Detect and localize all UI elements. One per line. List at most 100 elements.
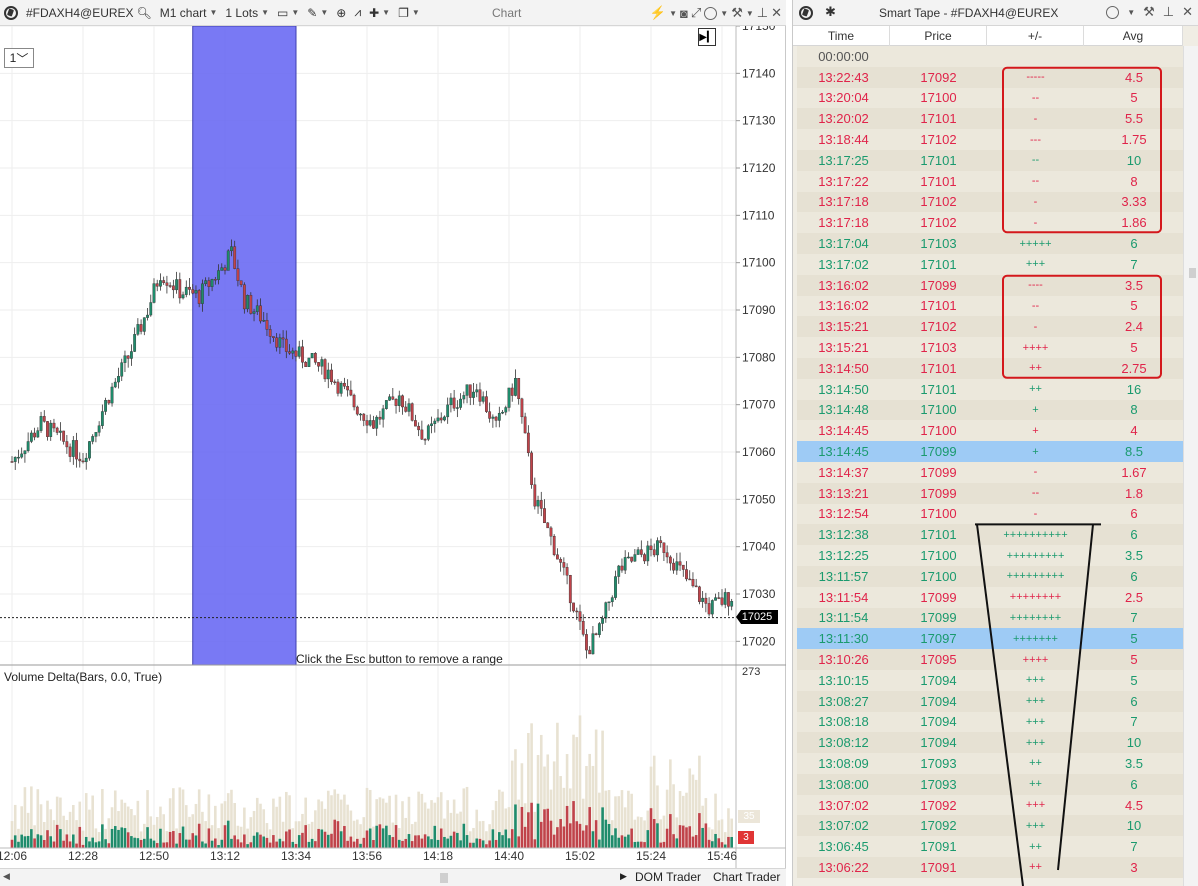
table-row[interactable]: 13:18:44 17102 --- 1.75 bbox=[797, 129, 1184, 150]
table-row[interactable]: 00:00:00 bbox=[797, 46, 1184, 67]
layout-icon[interactable]: ❐ ▼ bbox=[398, 5, 420, 20]
table-row[interactable]: 13:11:54 17099 ++++++++ 7 bbox=[797, 607, 1184, 629]
tools-icon[interactable]: ⚒ bbox=[731, 5, 743, 20]
indicator-icon[interactable]: ⩘ bbox=[354, 5, 362, 19]
lots-selector[interactable]: 1 Lots ▼ bbox=[221, 0, 273, 26]
table-row[interactable]: 13:14:50 17101 ++ 16 bbox=[797, 378, 1184, 400]
candle-body bbox=[585, 634, 588, 651]
time-cell: 13:14:48 bbox=[818, 402, 869, 418]
table-row[interactable]: 13:08:12 17094 +++ 10 bbox=[797, 732, 1184, 754]
candle-body bbox=[204, 280, 208, 285]
table-row[interactable]: 13:17:18 17102 - 3.33 bbox=[797, 191, 1184, 213]
horizontal-scrollbar-thumb[interactable] bbox=[440, 873, 448, 883]
timeframe-selector[interactable]: M1 chart ▼ bbox=[156, 0, 222, 26]
logo-icon[interactable] bbox=[0, 0, 22, 26]
table-row[interactable]: 13:17:25 17101 -- 10 bbox=[797, 149, 1184, 171]
table-row[interactable]: 13:10:15 17094 +++ 5 bbox=[797, 669, 1184, 691]
plus-minus-cell: ----- bbox=[1026, 71, 1045, 84]
delta-bar bbox=[194, 835, 198, 848]
table-row[interactable]: 13:14:48 17100 +8 bbox=[797, 399, 1184, 421]
camera-icon[interactable]: ◙ bbox=[680, 5, 688, 21]
candlestick-chart[interactable]: 17150 17140 17130 17120 17110 17100 17090 17080… bbox=[0, 19, 786, 870]
table-row[interactable]: 13:17:22 17101 -- 8 bbox=[797, 170, 1184, 192]
column-header-price[interactable]: Price bbox=[890, 26, 987, 46]
column-header-time[interactable]: Time bbox=[793, 26, 890, 46]
table-row[interactable]: 13:16:02 17099 ---- 3.5 bbox=[797, 274, 1184, 296]
zoom-icon[interactable]: ⊕ bbox=[336, 5, 347, 20]
chart-plot-area[interactable]: 17150 17140 17130 17120 17110 17100 17090 17080… bbox=[0, 19, 786, 870]
tools-icon[interactable]: ⚒ bbox=[1143, 4, 1155, 19]
column-header-plus-minus[interactable]: +/- bbox=[987, 26, 1084, 46]
table-row[interactable]: 13:15:21 17103 ++++ 5 bbox=[797, 337, 1184, 358]
candle-body bbox=[288, 351, 291, 354]
scroll-left-icon[interactable]: ◀ bbox=[3, 871, 10, 881]
table-row[interactable]: 13:13:21 17099 -- 1.8 bbox=[797, 482, 1184, 504]
table-row[interactable]: 13:14:37 17099 - 1.67 bbox=[797, 461, 1184, 483]
table-row[interactable]: 13:20:04 17100 -- 5 bbox=[797, 87, 1184, 109]
table-row[interactable]: 13:17:02 17101 +++ 7 bbox=[797, 253, 1184, 275]
settings-icon[interactable]: ✱ bbox=[825, 4, 836, 19]
table-row[interactable]: 13:08:18 17094 +++ 7 bbox=[797, 711, 1184, 733]
dropdown-caret-icon[interactable]: ▼ bbox=[745, 8, 754, 18]
table-row[interactable]: 13:06:22 17091 ++ 3 bbox=[797, 857, 1184, 878]
plus-minus-cell: +++ bbox=[1025, 695, 1046, 708]
table-row[interactable]: 13:12:25 17100 +++++++++ 3.5 bbox=[797, 545, 1184, 566]
tape-rows[interactable]: 00:00:00 13:22:43 17092 ----- 4.5 13:20:04 17… bbox=[797, 46, 1184, 886]
close-icon[interactable]: ✕ bbox=[1182, 4, 1193, 19]
table-row[interactable]: 13:11:54 17099 ++++++++ 2.5 bbox=[797, 586, 1184, 608]
table-row[interactable]: 13:06:45 17091 ++ 7 bbox=[797, 836, 1184, 858]
volume-bar bbox=[101, 789, 104, 848]
candle-body bbox=[662, 542, 666, 553]
circle-icon[interactable] bbox=[1106, 5, 1120, 19]
magnet-icon[interactable]: ⚡ bbox=[649, 5, 667, 20]
dropdown-caret-icon[interactable]: ▼ bbox=[669, 8, 677, 18]
play-icon[interactable]: ▶▎ bbox=[698, 28, 716, 46]
table-row[interactable]: 13:10:26 17095 ++++ 5 bbox=[797, 649, 1184, 670]
close-icon[interactable]: ✕ bbox=[771, 5, 782, 20]
table-row[interactable]: 13:08:09 17093 ++ 3.5 bbox=[797, 753, 1184, 774]
table-row[interactable]: 13:22:43 17092 ----- 4.5 bbox=[797, 66, 1184, 88]
avg-cell: 7 bbox=[1130, 839, 1138, 855]
expand-arrow-icon[interactable]: ▶ bbox=[620, 871, 627, 881]
tape-scrollbar-thumb[interactable] bbox=[1189, 268, 1196, 278]
candle-body bbox=[313, 353, 317, 363]
table-row[interactable]: 13:16:02 17101 -- 5 bbox=[797, 295, 1184, 317]
dropdown-caret-icon[interactable]: ▼ bbox=[720, 8, 729, 18]
volume-bar bbox=[230, 789, 233, 848]
chart-trader-button[interactable]: Chart Trader bbox=[713, 870, 781, 884]
table-row[interactable]: 13:07:02 17092 +++ 4.5 bbox=[797, 794, 1184, 816]
avg-cell: 3.5 bbox=[1124, 755, 1144, 771]
table-row[interactable]: 13:14:45 17100 +4 bbox=[797, 420, 1184, 442]
pin-icon[interactable]: ⊥ bbox=[1162, 4, 1175, 19]
table-row[interactable]: 13:14:45 17099 +8.5 bbox=[797, 441, 1184, 462]
table-row[interactable]: 13:11:57 17100 +++++++++ 6 bbox=[797, 565, 1184, 587]
tape-scrollbar[interactable] bbox=[1183, 46, 1198, 886]
dropdown-caret-icon[interactable]: ▼ bbox=[1127, 7, 1136, 17]
circle-icon[interactable] bbox=[704, 6, 718, 20]
delta-bar bbox=[556, 827, 559, 848]
table-row[interactable]: 13:12:38 17101 ++++++++++ 6 bbox=[797, 524, 1184, 546]
crosshair-icon[interactable]: ✚ ▼ bbox=[369, 5, 391, 20]
table-row[interactable]: 13:17:18 17102 - 1.86 bbox=[797, 212, 1184, 234]
pin-icon[interactable]: ⊥ bbox=[756, 5, 769, 20]
table-row[interactable]: 13:20:02 17101 - 5.5 bbox=[797, 108, 1184, 130]
table-row[interactable]: 13:15:21 17102 - 2.4 bbox=[797, 316, 1184, 338]
table-row[interactable]: 13:12:54 17100 - 6 bbox=[797, 503, 1184, 525]
table-row[interactable]: 13:11:30 17097 +++++++ 5 bbox=[797, 628, 1184, 650]
pencil-icon[interactable]: ✎ ▼ bbox=[307, 5, 329, 20]
symbol-selector[interactable]: #FDAXH4@EUREX 🔍︎ bbox=[22, 0, 156, 26]
table-row[interactable]: 13:14:50 17101 ++ 2.75 bbox=[797, 357, 1184, 379]
dom-trader-button[interactable]: DOM Trader bbox=[635, 870, 702, 884]
delta-bar bbox=[65, 834, 69, 848]
table-row[interactable]: 13:08:27 17094 +++ 6 bbox=[797, 690, 1184, 712]
interval-selector[interactable]: 1 ﹀ bbox=[4, 48, 34, 68]
volume-bar bbox=[33, 825, 36, 848]
table-row[interactable]: 13:08:00 17093 ++ 6 bbox=[797, 773, 1184, 795]
logo-icon[interactable] bbox=[799, 6, 813, 20]
table-row[interactable]: 13:07:02 17092 +++ 10 bbox=[797, 815, 1184, 837]
window-icon[interactable]: ▭ ▼ bbox=[277, 5, 300, 20]
volume-bar bbox=[378, 797, 382, 848]
fullscreen-icon[interactable]: ⤢ bbox=[690, 5, 702, 20]
table-row[interactable]: 13:17:04 17103 +++++ 6 bbox=[797, 233, 1184, 254]
column-header-avg[interactable]: Avg bbox=[1084, 26, 1183, 46]
